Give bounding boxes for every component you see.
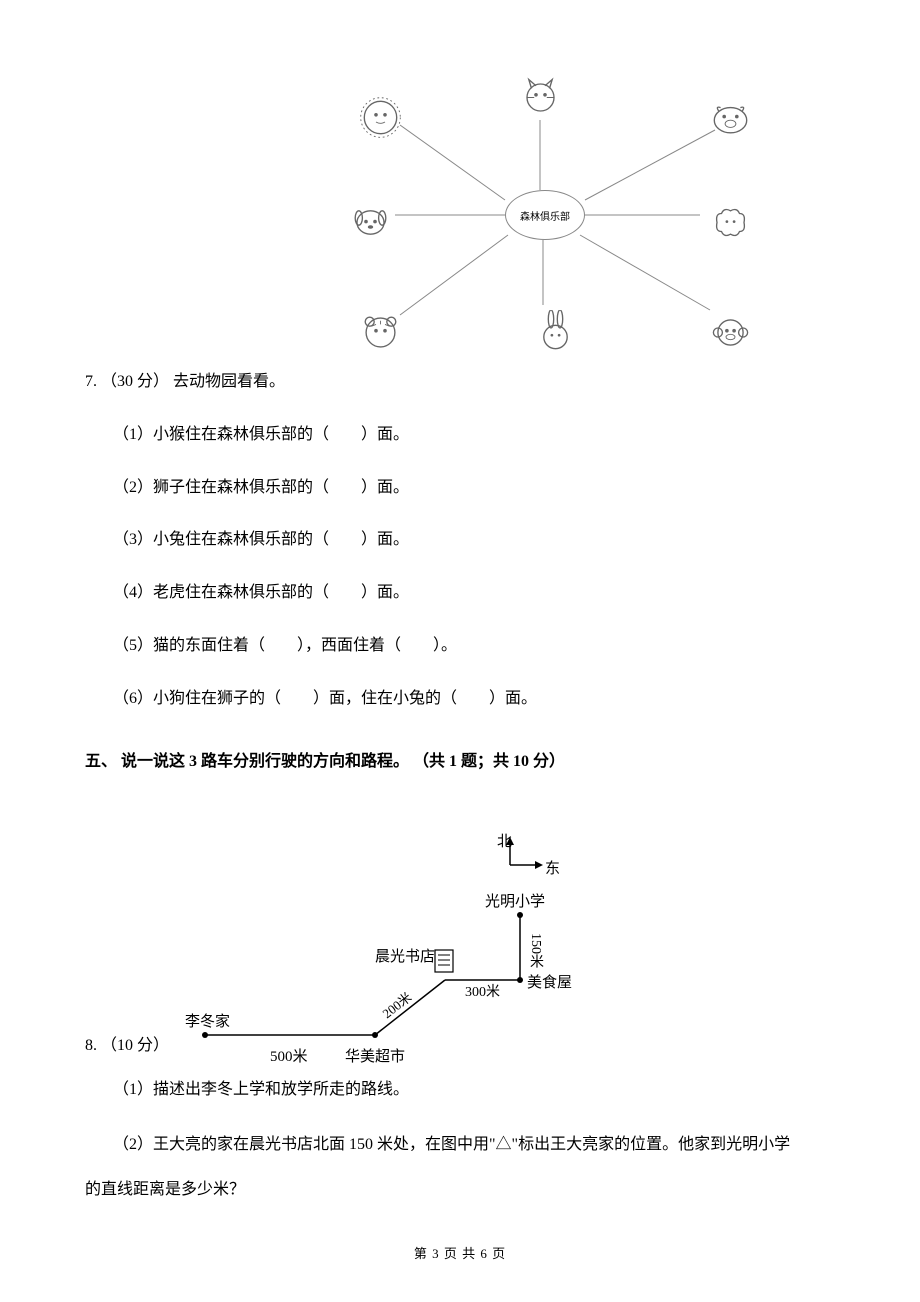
monkey-icon [708,310,753,355]
rabbit-node [525,305,585,360]
sheep-node [700,195,760,250]
pig-node [700,90,760,145]
question-7: 7. （30 分） 去动物园看看。 （1）小猴住在森林俱乐部的（ ）面。 （2）… [85,360,835,722]
section-5-points: （共 1 题；共 10 分） [413,753,565,770]
q7-points: （30 分） [101,373,169,390]
sheep-icon [708,200,753,245]
q7-number: 7. [85,373,97,390]
q7-sub6: （6）小狗住在狮子的（ ）面，住在小兔的（ ）面。 [85,677,835,722]
forest-club-node: 森林俱乐部 [505,190,585,240]
cat-node [510,70,570,125]
pig-icon [708,95,753,140]
compass-east: 东 [545,857,560,878]
supermarket-label: 华美超市 [345,1045,405,1066]
club-label: 森林俱乐部 [520,208,570,223]
school-label: 光明小学 [485,890,545,911]
dog-icon [348,200,393,245]
section-5-title: 五、 说一说这 3 路车分别行驶的方向和路程。 [85,753,409,770]
q7-sub3: （3）小兔住在森林俱乐部的（ ）面。 [85,518,835,563]
d300-label: 300米 [465,981,500,1001]
route-map: 北 东 光明小学 晨光书店 李冬家 华美超市 美食屋 500米 200米 300… [185,835,665,1075]
q7-sub4: （4）老虎住在森林俱乐部的（ ）面。 [85,571,835,616]
section-5-header: 五、 说一说这 3 路车分别行驶的方向和路程。 （共 1 题；共 10 分） [85,747,835,771]
q8-sub2-cont: 的直线距离是多少米？ [85,1170,835,1210]
tiger-icon [358,310,403,355]
lion-icon [358,95,403,140]
compass-north: 北 [497,830,512,851]
cat-icon [518,75,563,120]
bookstore-label: 晨光书店 [375,945,435,966]
q8-number: 8. [85,1037,97,1054]
q7-sub1: （1）小猴住在森林俱乐部的（ ）面。 [85,413,835,458]
q8-sub1: （1）描述出李冬上学和放学所走的路线。 [85,1070,835,1110]
q8-points: （10 分） [101,1037,169,1054]
d500-label: 500米 [270,1045,308,1066]
rabbit-icon [533,310,578,355]
monkey-node [700,305,760,360]
tiger-node [350,305,410,360]
dog-node [340,195,400,250]
q8-sub2: （2）王大亮的家在晨光书店北面 150 米处，在图中用"△"标出王大亮家的位置。… [85,1125,835,1165]
q7-sub5: （5）猫的东面住着（ ），西面住着（ ）。 [85,624,835,669]
lidong-label: 李冬家 [185,1010,230,1031]
q7-stem: 去动物园看看。 [173,373,285,390]
q7-sub2: （2）狮子住在森林俱乐部的（ ）面。 [85,466,835,511]
d150-label: 150米 [525,933,545,968]
restaurant-label: 美食屋 [527,971,572,992]
lion-node [350,90,410,145]
page-footer: 第 3 页 共 6 页 [0,1243,920,1262]
forest-club-diagram: 森林俱乐部 [330,60,800,360]
